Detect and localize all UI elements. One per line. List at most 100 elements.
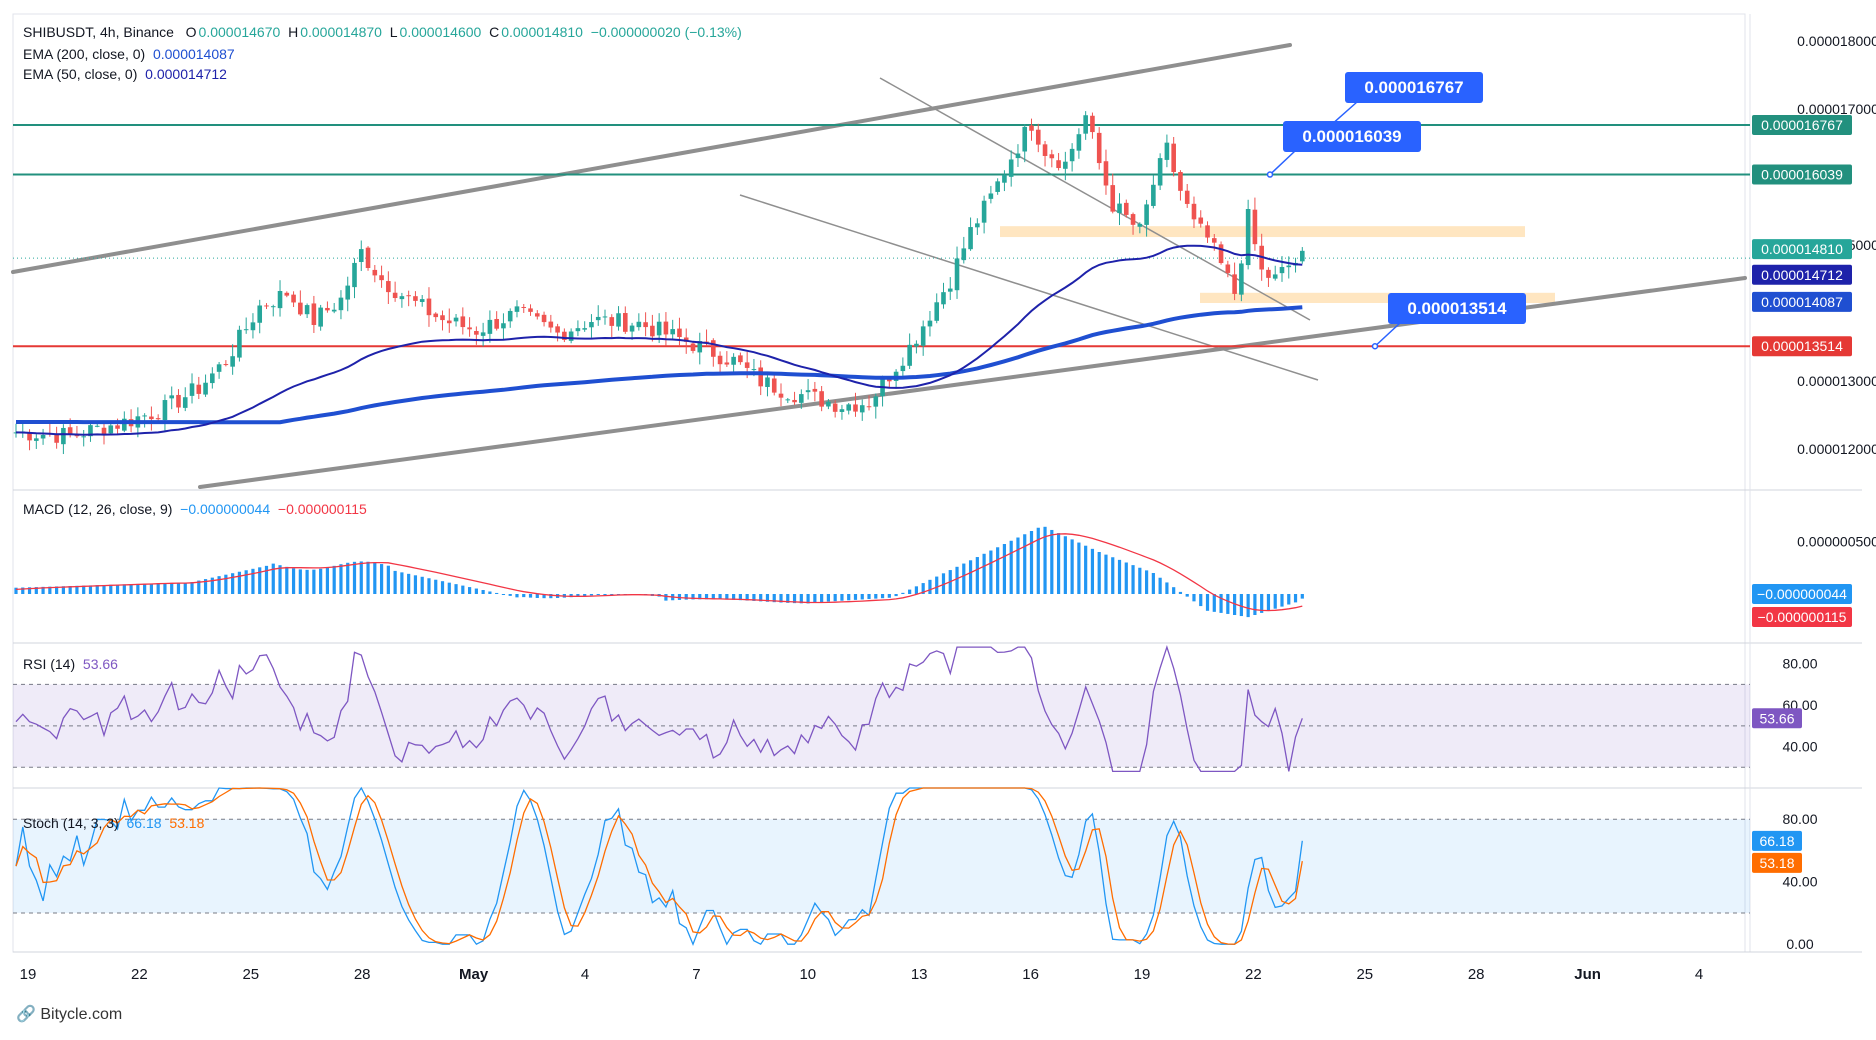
macd-hist-bar — [122, 584, 126, 594]
candle-body — [792, 399, 797, 403]
candle — [13, 423, 19, 438]
time-tick-label: Jun — [1574, 966, 1601, 983]
callout-box — [1283, 121, 1421, 152]
candle-body — [575, 328, 581, 332]
candle-body — [907, 344, 912, 366]
macd-hist-bar — [962, 563, 966, 594]
macd-signal-line — [15, 533, 1303, 612]
candle-body — [1137, 223, 1143, 227]
candle — [1191, 196, 1197, 229]
candle-body — [365, 247, 371, 268]
candle-body — [744, 362, 750, 368]
candle-body — [975, 223, 980, 228]
candle-body — [947, 288, 953, 292]
open-value: 0.000014670 — [198, 24, 281, 40]
macd-hist-bar — [1124, 562, 1128, 594]
macd-hist-bar — [190, 582, 194, 594]
macd-hist-bar — [901, 592, 905, 594]
macd-hist-bar — [1165, 582, 1169, 594]
candle-body — [243, 329, 249, 331]
rsi-label: RSI (14) — [23, 656, 76, 672]
pane-borders — [12, 13, 1862, 953]
symbol-legend: SHIBUSDT, 4h, Binance O 0.000014670 H 0.00… — [23, 24, 742, 40]
candle — [819, 386, 824, 412]
macd-hist-bar — [941, 573, 946, 594]
macd-hist-bar — [82, 585, 86, 594]
callout-box — [1388, 293, 1526, 324]
candlestick-series — [13, 111, 1305, 455]
time-tick-label: 28 — [354, 966, 371, 983]
high-value: 0.000014870 — [300, 24, 382, 40]
candle — [765, 375, 770, 397]
candle-body — [1063, 161, 1068, 169]
macd-hist-bar — [420, 576, 424, 594]
macd-hist-bar — [698, 594, 702, 600]
macd-hist-bar — [779, 594, 783, 603]
candle — [474, 326, 479, 345]
stoch-d-tag: 53.18 — [1759, 855, 1794, 871]
macd-hist-bar — [914, 586, 919, 594]
macd-hist-bar — [183, 583, 187, 594]
candle — [975, 218, 980, 235]
candle-body — [352, 262, 357, 288]
macd-hist-bar — [379, 564, 384, 594]
macd-hist-bar — [576, 594, 580, 597]
candle-body — [805, 390, 811, 393]
candle — [1090, 112, 1095, 139]
candle-body — [859, 405, 865, 413]
macd-hist-bar — [1273, 594, 1277, 609]
macd-hist-bar — [826, 594, 830, 602]
macd-hist-bar — [488, 591, 492, 594]
rsi-tag: 53.66 — [1759, 710, 1794, 726]
candle — [88, 423, 93, 442]
macd-legend: MACD (12, 26, close, 9) −0.000000044 −0.… — [23, 501, 367, 517]
candle-body — [826, 401, 831, 407]
ema-series — [15, 244, 1303, 436]
macd-hist-bar — [894, 594, 898, 597]
close-value: 0.000014810 — [501, 24, 583, 40]
candle — [934, 293, 940, 324]
candle — [1042, 140, 1048, 167]
macd-hist-bar — [989, 550, 993, 594]
candle — [345, 276, 351, 312]
candle — [1266, 267, 1271, 287]
candle — [717, 351, 723, 373]
macd-hist-bar — [1199, 594, 1203, 607]
candle-body — [446, 320, 452, 324]
macd-hist-bar — [887, 594, 891, 598]
macd-hist-bar — [454, 584, 458, 594]
macd-hist-bar — [1084, 545, 1088, 594]
candle-body — [474, 331, 479, 335]
candle — [954, 246, 960, 299]
brand-logo: 🔗 Bitycle.com — [16, 1004, 122, 1024]
wedge-upper-line — [879, 77, 1311, 321]
stoch-tick-label: 80.00 — [1782, 811, 1817, 827]
candle-body — [1029, 125, 1034, 131]
candle-body — [494, 318, 499, 329]
stoch-k-line — [15, 786, 1303, 946]
macd-hist-bar — [745, 594, 749, 601]
ema200-label: EMA (200, close, 0) — [23, 46, 146, 62]
price-axis-tag-bg — [1752, 115, 1852, 136]
candle — [270, 304, 276, 317]
candle-body — [528, 308, 533, 312]
candle-body — [1239, 263, 1244, 295]
price-axis-tag-bg — [1752, 291, 1852, 312]
price-axis-tag: 0.000014810 — [1761, 241, 1843, 257]
candle — [169, 386, 175, 410]
candle — [711, 338, 716, 367]
candle — [947, 277, 953, 300]
candle — [961, 236, 967, 264]
candle-body — [1035, 129, 1041, 145]
macd-hist-bar — [752, 594, 756, 601]
candle — [419, 295, 425, 307]
candle-body — [961, 248, 967, 261]
candle — [433, 312, 439, 322]
macd-hist-bar — [298, 569, 302, 594]
macd-hist-bar — [596, 594, 600, 595]
candle-body — [568, 331, 574, 341]
macd-hist-bar — [474, 588, 478, 594]
rsi-tick-label: 40.00 — [1782, 739, 1817, 755]
candle — [372, 265, 378, 283]
